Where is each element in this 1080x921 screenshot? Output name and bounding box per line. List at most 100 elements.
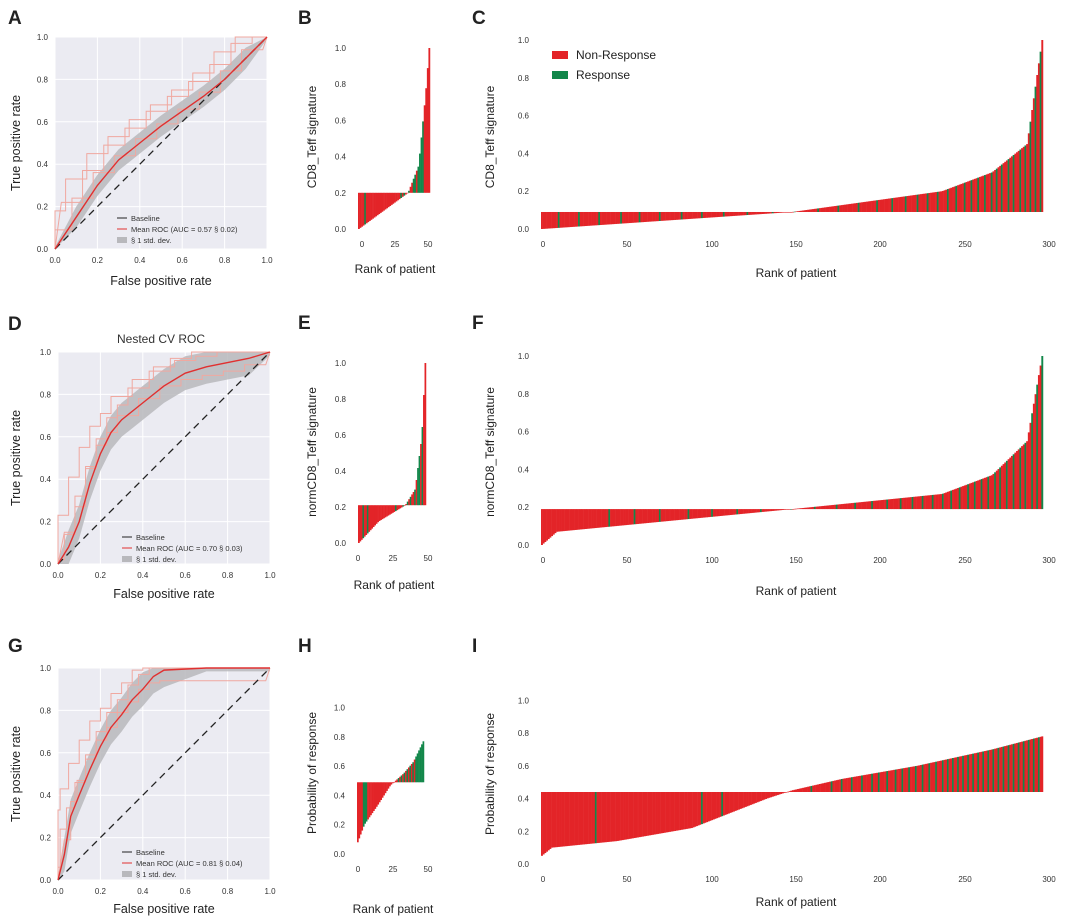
bar-non-response <box>832 206 835 212</box>
bar-non-response <box>785 211 788 213</box>
bar-non-response <box>397 505 400 510</box>
bar-non-response <box>879 500 882 510</box>
bar-non-response <box>692 509 695 519</box>
bar-non-response <box>549 792 552 849</box>
bar-response <box>854 502 857 510</box>
bar-non-response <box>989 749 992 792</box>
bar-non-response <box>423 105 426 193</box>
y-tick-label: 0.6 <box>334 762 346 771</box>
bar-non-response <box>1021 741 1024 792</box>
bar-non-response <box>738 509 741 515</box>
bar-non-response <box>970 753 973 792</box>
bar-non-response <box>1021 446 1024 510</box>
bar-response <box>916 194 919 212</box>
bar-response <box>658 509 661 522</box>
bar-response <box>876 200 879 212</box>
bar-non-response <box>845 778 848 792</box>
bar-non-response <box>383 505 385 519</box>
bar-non-response <box>554 211 557 229</box>
bar-non-response <box>365 192 368 224</box>
bar-non-response <box>611 509 614 527</box>
bar-non-response <box>704 509 707 518</box>
bar-non-response <box>978 176 981 212</box>
bar-non-response <box>975 178 978 212</box>
bar-response <box>950 490 953 510</box>
x-tick-label: 0 <box>356 554 361 563</box>
bar-non-response <box>1004 462 1007 510</box>
bar-non-response <box>965 755 968 792</box>
bar-non-response <box>655 792 658 835</box>
bar-non-response <box>834 206 837 212</box>
baseline-diagonal <box>57 351 271 565</box>
bar-non-response <box>581 509 584 530</box>
bar-non-response <box>717 211 720 217</box>
x-tick-label: 0.2 <box>95 887 107 896</box>
bar-non-response <box>603 509 606 528</box>
bar-non-response <box>566 211 569 228</box>
bar-non-response <box>1010 744 1013 792</box>
bar-non-response <box>909 766 912 792</box>
bar-non-response <box>1031 110 1034 212</box>
bar-response <box>403 192 406 196</box>
y-axis-label: normCD8_Teff signature <box>305 387 319 517</box>
bar-response <box>980 479 983 510</box>
bar-response <box>1022 741 1025 792</box>
bar-response <box>578 211 580 227</box>
legend-label: Mean ROC (AUC = 0.57 § 0.02) <box>131 225 238 234</box>
bar-non-response <box>714 792 717 819</box>
bar-non-response <box>680 792 683 830</box>
bar-non-response <box>734 211 737 216</box>
bar-response <box>899 498 902 510</box>
bar-response <box>921 764 924 792</box>
x-tick-label: 150 <box>789 556 803 565</box>
bar-response <box>914 766 917 792</box>
bar-non-response <box>881 771 884 792</box>
bar-non-response <box>697 509 700 519</box>
bar-non-response <box>989 173 992 212</box>
bar-non-response <box>594 509 597 529</box>
bar-non-response <box>856 776 858 792</box>
bar-non-response <box>854 203 857 212</box>
bar-response <box>415 756 417 783</box>
bar-non-response <box>643 792 646 837</box>
bar-non-response <box>763 792 766 800</box>
bar-non-response <box>805 787 808 792</box>
bar-non-response <box>689 509 692 519</box>
bar-non-response <box>984 751 986 792</box>
bar-response <box>793 211 796 213</box>
bar-non-response <box>674 509 677 521</box>
bar-non-response <box>586 509 589 529</box>
y-tick-label: 0.2 <box>334 821 346 830</box>
bar-non-response <box>808 507 811 510</box>
bar-non-response <box>583 792 586 845</box>
bar-non-response <box>685 792 688 829</box>
x-tick-label: 250 <box>958 875 972 884</box>
bar-non-response <box>985 750 988 792</box>
x-tick-label: 0 <box>356 865 361 874</box>
bar-non-response <box>682 509 685 520</box>
bar-non-response <box>701 509 703 518</box>
bar-non-response <box>783 792 786 793</box>
bar-non-response <box>567 509 570 531</box>
bar-non-response <box>399 505 402 509</box>
bar-response <box>840 778 843 792</box>
bar-non-response <box>605 509 607 528</box>
bar-non-response <box>1034 738 1037 792</box>
bar-non-response <box>830 206 833 212</box>
bar-non-response <box>576 792 579 846</box>
bar-response <box>422 121 424 193</box>
bar-non-response <box>392 192 395 204</box>
bar-non-response <box>415 480 418 506</box>
bar-non-response <box>893 197 895 212</box>
bar-non-response <box>588 211 591 226</box>
bar-response <box>722 211 725 217</box>
y-tick-label: 0.4 <box>518 465 530 474</box>
bar-response <box>987 750 990 792</box>
bar-non-response <box>679 509 682 520</box>
bar-non-response <box>842 503 845 510</box>
x-tick-label: 0.0 <box>52 887 64 896</box>
bar-non-response <box>623 509 626 526</box>
bar-non-response <box>812 209 815 212</box>
bar-non-response <box>925 763 928 792</box>
y-axis-label: True positive rate <box>9 410 23 506</box>
